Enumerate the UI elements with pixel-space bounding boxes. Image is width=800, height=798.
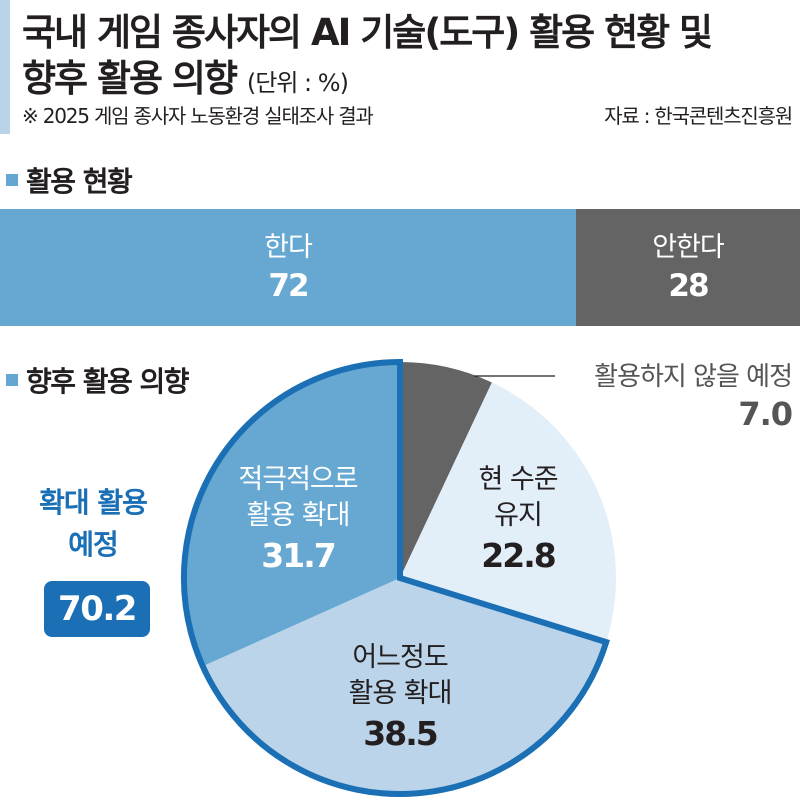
- group-label-line1: 확대 활용: [39, 486, 148, 519]
- slice-label-line2: 활용 확대: [246, 500, 351, 531]
- slice-label-line1: 적극적으로: [238, 464, 358, 495]
- group-label-line2: 예정: [68, 528, 119, 561]
- chart-title-line2: 향후 활용 의향 (단위 : %): [22, 48, 349, 102]
- unit-label: (단위 : %): [246, 69, 349, 97]
- bar-segment-no: 안한다 28: [576, 209, 800, 326]
- segment-label: 한다: [264, 231, 313, 263]
- slice-value: 38.5: [363, 714, 438, 753]
- pie-slice-moderate-expand: [202, 578, 607, 795]
- slice-value: 7.0: [738, 395, 793, 433]
- square-bullet-icon: [6, 374, 18, 386]
- square-bullet-icon: [6, 174, 18, 186]
- section-current-usage: 활용 현황: [6, 160, 133, 200]
- expand-group-outline: [180, 358, 610, 797]
- segment-value: 28: [668, 267, 709, 304]
- label-moderate-expand: 어느정도 활용 확대 38.5: [320, 640, 480, 756]
- accent-bar: [0, 0, 10, 134]
- title-line2-text: 향후 활용 의향: [22, 57, 238, 100]
- section-future-intent: 향후 활용 의향: [6, 360, 190, 400]
- label-no-use: 활용하지 않을 예정 7.0: [594, 360, 793, 434]
- survey-note: ※ 2025 게임 종사자 노동환경 실태조사 결과: [22, 104, 374, 128]
- slice-label-line2: 활용 확대: [348, 678, 453, 709]
- label-active-expand: 적극적으로 활용 확대 31.7: [218, 462, 378, 578]
- bar-segment-yes: 한다 72: [0, 209, 576, 326]
- expand-group-label: 확대 활용 예정: [18, 482, 168, 566]
- segment-label: 안한다: [652, 231, 725, 263]
- section-title: 향후 활용 의향: [26, 365, 190, 398]
- slice-label-line2: 유지: [494, 500, 543, 531]
- usage-stacked-bar: 한다 72 안한다 28: [0, 209, 800, 326]
- slice-label: 활용하지 않을 예정: [594, 362, 793, 392]
- label-maintain: 현 수준 유지 22.8: [448, 462, 588, 578]
- slice-value: 22.8: [481, 536, 556, 575]
- source-label: 자료 : 한국콘텐츠진흥원: [604, 104, 793, 128]
- slice-label-line1: 현 수준: [478, 464, 558, 495]
- section-title: 활용 현황: [26, 165, 133, 198]
- pie-slice-no-use: [400, 362, 492, 578]
- chart-title-line1: 국내 게임 종사자의 AI 기술(도구) 활용 현황 및: [22, 11, 713, 54]
- segment-value: 72: [268, 267, 309, 304]
- pie-slice-maintain: [400, 382, 616, 643]
- slice-value: 31.7: [261, 536, 336, 575]
- slice-label-line1: 어느정도: [352, 642, 448, 673]
- expand-group-value-badge: 70.2: [44, 581, 150, 637]
